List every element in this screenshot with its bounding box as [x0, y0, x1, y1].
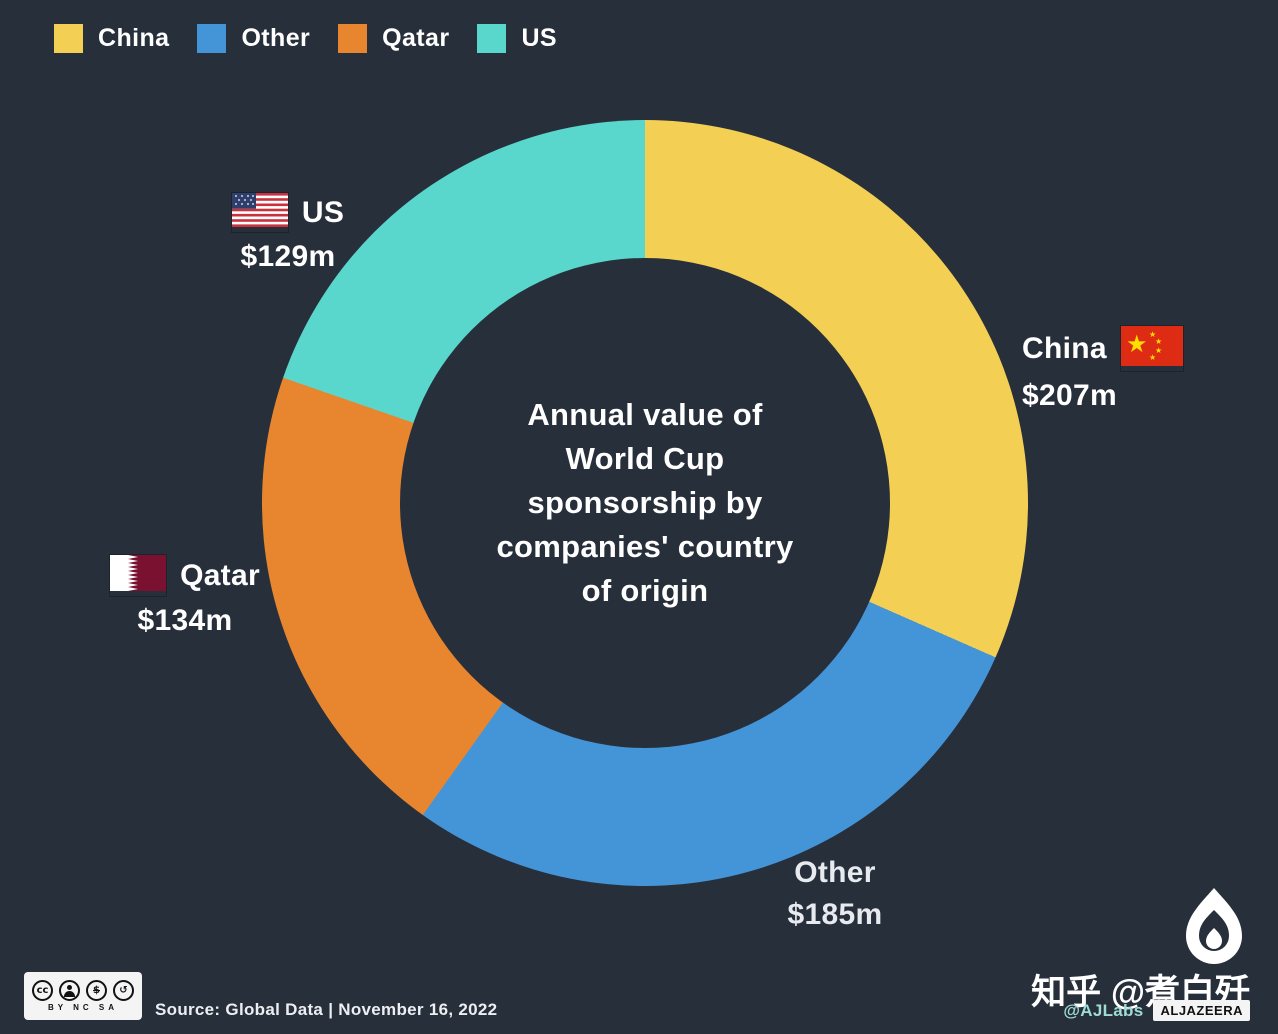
callout-us-value: $129m: [240, 240, 336, 273]
cc-labels: BY NC SA: [47, 1003, 119, 1012]
legend-swatch-other: [197, 24, 227, 53]
svg-text:★: ★: [1149, 330, 1156, 339]
svg-text:★: ★: [1149, 353, 1156, 362]
legend-label-qatar: Qatar: [382, 24, 450, 52]
cc-nc-icon: $: [86, 980, 107, 1001]
legend-swatch-us: [477, 24, 507, 53]
source-text: Source: Global Data | November 16, 2022: [155, 1000, 498, 1019]
aljazeera-logo-icon: [1178, 888, 1250, 977]
callout-us-name: US: [301, 195, 345, 229]
legend-item-qatar: Qatar: [338, 24, 449, 53]
donut-chart: Annual value of World Cup sponsorship by…: [262, 120, 1028, 886]
legend-swatch-china: [54, 24, 83, 53]
qatar-flag-icon: [110, 555, 167, 596]
callout-china-value: $207m: [1022, 379, 1117, 412]
cc-by-person-icon: [59, 980, 80, 1001]
chart-center-title: Annual value of World Cup sponsorship by…: [400, 258, 890, 748]
callout-china: China ★ ★ ★ ★ ★ $207m: [1022, 326, 1202, 413]
callout-qatar: Qatar $134m: [100, 555, 270, 638]
callout-other: Other $185m: [760, 856, 910, 932]
legend-swatch-qatar: [338, 24, 368, 53]
svg-text:★: ★: [1155, 346, 1162, 355]
legend-item-us: US: [477, 24, 557, 53]
cc-license-badge: cc $ ↺ BY NC SA: [24, 972, 142, 1020]
callout-qatar-value: $134m: [137, 604, 233, 637]
us-flag-icon: [231, 193, 288, 232]
callout-qatar-name: Qatar: [180, 558, 260, 592]
legend-item-other: Other: [197, 24, 310, 53]
callout-other-name: Other: [794, 856, 876, 889]
callout-us: US $129m: [208, 193, 368, 274]
svg-text:★: ★: [1126, 330, 1148, 358]
center-title-line: companies' country: [496, 529, 794, 564]
center-title-line: World Cup: [565, 441, 725, 476]
svg-text:★: ★: [1155, 337, 1162, 346]
legend-label-other: Other: [241, 24, 311, 52]
callout-other-value: $185m: [787, 898, 883, 931]
ajlabs-credit: @AJLabs: [1063, 1000, 1144, 1020]
legend-label-china: China: [98, 24, 170, 52]
aljazeera-wordmark: ALJAZEERA: [1153, 1000, 1250, 1021]
cc-sa-icon: ↺: [113, 980, 134, 1001]
legend-item-china: China: [54, 24, 169, 53]
china-flag-icon: ★ ★ ★ ★ ★: [1120, 326, 1183, 371]
center-title-line: Annual value of: [527, 397, 763, 432]
cc-icons-row: cc $ ↺: [32, 980, 134, 1001]
credits-row: @AJLabs ALJAZEERA: [1063, 1000, 1250, 1021]
center-title-line: of origin: [581, 573, 709, 608]
center-title-line: sponsorship by: [527, 485, 763, 520]
legend: China Other Qatar US: [54, 24, 557, 53]
callout-china-name: China: [1022, 331, 1107, 365]
legend-label-us: US: [521, 24, 557, 52]
cc-icon: cc: [32, 980, 53, 1001]
